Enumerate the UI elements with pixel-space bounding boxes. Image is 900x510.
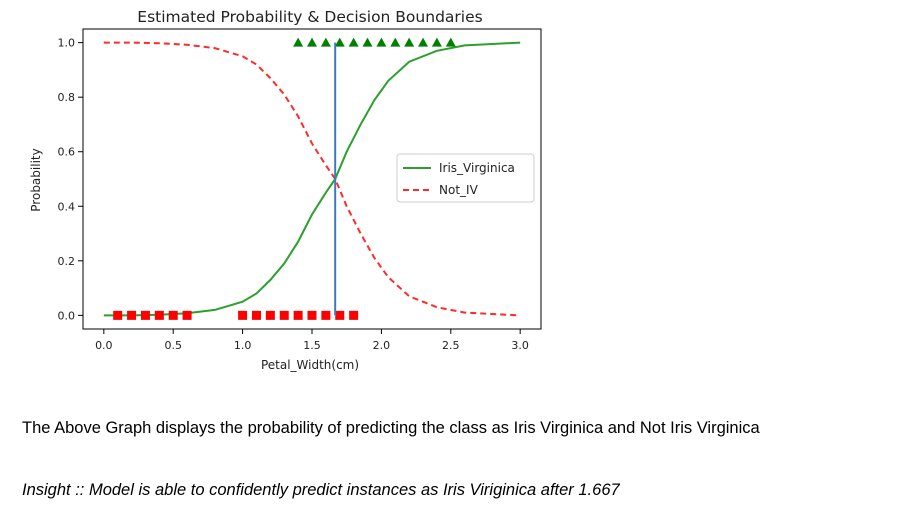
series-layer	[103, 41, 521, 317]
x-axis: 0.0 0.5 1.0 1.5 2.0 2.5 3.0	[95, 329, 529, 352]
x-tick-label: 3.0	[511, 339, 529, 352]
insight-text: Insight :: Model is able to confidently …	[22, 481, 620, 499]
square-marker	[265, 310, 275, 320]
triangle-marker	[307, 37, 317, 47]
series-line-not-iv	[103, 41, 521, 317]
square-marker	[279, 310, 289, 320]
legend-label: Iris_Virginica	[439, 161, 515, 175]
y-tick-label: 0.8	[58, 91, 76, 104]
square-marker	[307, 310, 317, 320]
series-line-iris-virginica	[103, 41, 521, 317]
square-marker	[321, 310, 331, 320]
x-tick-label: 1.5	[303, 339, 321, 352]
square-marker	[154, 310, 164, 320]
square-marker	[335, 310, 345, 320]
triangle-marker	[404, 37, 415, 47]
triangle-marker	[418, 37, 429, 47]
square-marker	[168, 310, 178, 320]
square-marker	[238, 310, 248, 320]
x-axis-label: Petal_Width(cm)	[261, 358, 359, 372]
square-marker	[113, 310, 123, 320]
y-tick-label: 0.2	[58, 255, 76, 268]
square-marker	[349, 310, 359, 320]
x-tick-label: 2.5	[442, 339, 460, 352]
y-tick-label: 0.6	[58, 146, 76, 159]
y-axis: 0.0 0.2 0.4 0.6 0.8 1.0	[58, 37, 83, 322]
y-tick-label: 1.0	[58, 37, 76, 50]
legend: Iris_Virginica Not_IV	[396, 153, 535, 203]
triangle-marker	[293, 37, 304, 47]
y-axis-label: Probability	[29, 148, 43, 211]
marker-layer	[113, 37, 456, 320]
x-tick-label: 0.0	[95, 339, 113, 352]
triangle-marker	[348, 37, 359, 47]
triangle-marker	[445, 37, 456, 47]
x-tick-label: 1.0	[234, 339, 252, 352]
legend-label: Not_IV	[439, 183, 479, 197]
triangle-marker	[320, 37, 331, 47]
x-tick-label: 2.0	[373, 339, 391, 352]
square-marker	[127, 310, 137, 320]
triangle-marker	[376, 37, 387, 47]
square-marker	[140, 310, 150, 320]
chart: Estimated Probability & Decision Boundar…	[29, 8, 542, 372]
chart-title: Estimated Probability & Decision Boundar…	[137, 8, 482, 26]
triangle-marker	[390, 37, 401, 47]
square-marker	[251, 310, 261, 320]
y-tick-label: 0.4	[58, 200, 76, 213]
square-marker	[182, 310, 192, 320]
legend-box	[396, 153, 535, 203]
triangle-marker	[431, 37, 442, 47]
triangle-marker	[334, 37, 345, 47]
square-marker	[293, 310, 303, 320]
caption-text: The Above Graph displays the probability…	[22, 419, 760, 437]
triangle-marker	[362, 37, 373, 47]
x-tick-label: 0.5	[164, 339, 182, 352]
y-tick-label: 0.0	[58, 309, 76, 322]
